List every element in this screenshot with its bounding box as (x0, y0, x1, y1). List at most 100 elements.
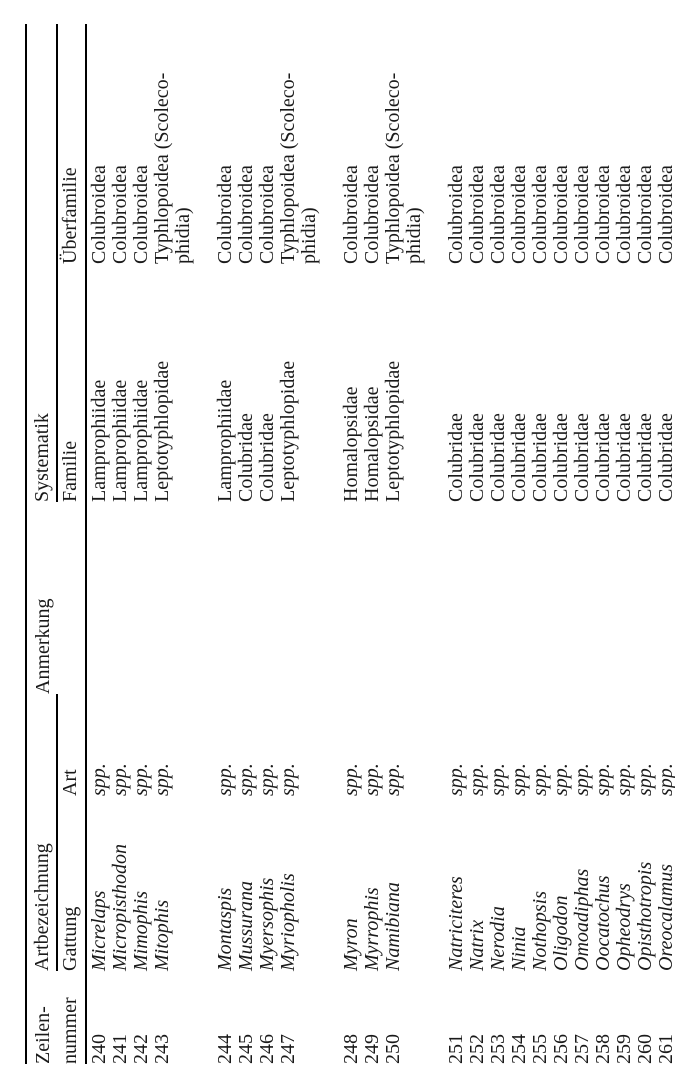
table-row: 257 Omoadiphas spp. Colubridae Colubroidea (571, 24, 593, 1064)
group-spacer-row (320, 24, 341, 1064)
superfamily-cell: Colubroidea (88, 165, 110, 264)
species-cell: spp. (613, 763, 635, 796)
superfamily-cell: Colubroidea (655, 165, 675, 264)
species-cell: spp. (235, 763, 257, 796)
remark-cell (446, 502, 467, 694)
remark-cell (614, 502, 635, 694)
group-spacer-cell (194, 24, 215, 1064)
family-cell: Colubridae (592, 413, 614, 502)
remark-cell (86, 502, 110, 694)
superfamily-cell: Colubroidea (613, 165, 635, 264)
table-row: 249 Myrrophis spp. Homalopsidae Colubroidea (361, 24, 383, 1064)
row-number-cell: 244 (214, 1034, 236, 1064)
table-row: 247 Myriopholis spp. Leptotyphlopidae Typhlo… (277, 24, 320, 1064)
table-row: 250 Namibiana spp. Leptotyphlopidae Typhlopo… (382, 24, 425, 1064)
table-row: 258 Oocatochus spp. Colubridae Colubroidea (592, 24, 614, 1064)
remark-cell (341, 502, 362, 694)
row-number-cell: 247 (277, 1034, 299, 1064)
family-cell: Colubridae (571, 413, 593, 502)
species-cell: spp. (445, 763, 467, 796)
family-cell: Colubridae (466, 413, 488, 502)
table-row: 255 Nothopsis spp. Colubridae Colubroidea (529, 24, 551, 1064)
species-cell: spp. (88, 763, 110, 796)
genus-cell: Nothopsis (529, 890, 551, 971)
family-cell: Leptotyphlopidae (151, 360, 173, 502)
genus-cell: Opheodrys (613, 883, 635, 971)
row-number-cell: 240 (88, 1034, 110, 1064)
row-number-cell: 254 (508, 1034, 530, 1064)
species-cell: spp. (277, 763, 299, 796)
genus-cell: Myersophis (256, 877, 278, 971)
row-number-cell: 258 (592, 1034, 614, 1064)
header-row-1: Zeilen- Artbezeichnung Anmerkung Systema… (26, 23, 57, 1064)
group-spacer-cell (425, 24, 446, 1064)
species-cell: spp. (487, 763, 509, 796)
row-number-cell: 241 (109, 1034, 131, 1064)
header-zeilennummer-line2: nummer (57, 971, 86, 1064)
remark-cell (131, 502, 152, 694)
remark-cell (551, 502, 572, 694)
group-spacer-row (425, 24, 446, 1064)
family-cell: Colubridae (487, 413, 509, 502)
superfamily-cell: Colubroidea (592, 165, 614, 264)
row-number-cell: 257 (571, 1034, 593, 1064)
family-cell: Lamprophiidae (88, 379, 110, 502)
row-number-cell: 253 (487, 1034, 509, 1064)
species-cell: spp. (466, 763, 488, 796)
genus-cell: Micropisthodon (109, 843, 131, 971)
row-number-cell: 252 (466, 1034, 488, 1064)
genus-cell: Nerodia (487, 906, 509, 971)
genus-cell: Oocatochus (592, 875, 614, 971)
genus-cell: Namibiana (382, 882, 404, 971)
table-header: Zeilen- Artbezeichnung Anmerkung Systema… (26, 23, 86, 1064)
header-anmerkung: Anmerkung (26, 501, 57, 694)
header-systematik: Systematik (26, 23, 57, 502)
species-cell: spp. (529, 763, 551, 796)
genus-cell: Mitophis (151, 899, 173, 971)
remark-cell (509, 502, 530, 694)
species-cell: spp. (340, 763, 362, 796)
row-number-cell: 261 (655, 1034, 675, 1064)
family-cell: Lamprophiidae (214, 379, 236, 502)
genus-cell: Omoadiphas (571, 868, 593, 971)
family-cell: Colubridae (508, 413, 530, 502)
remark-cell (656, 502, 675, 694)
superfamily-cell: Colubroidea (634, 165, 656, 264)
row-number-cell: 250 (382, 1034, 404, 1064)
family-cell: Lamprophiidae (109, 379, 131, 502)
species-cell: spp. (151, 763, 173, 796)
remark-cell (635, 502, 656, 694)
table-row: 244 Montaspis spp. Lamprophiidae Colubroidea (214, 24, 236, 1064)
superfamily-cell: Colubroidea (256, 165, 278, 264)
table-row: 260 Opisthotropis spp. Colubridae Colubroide… (634, 24, 656, 1064)
family-cell: Colubridae (256, 413, 278, 502)
table-row: 256 Oligodon spp. Colubridae Colubroidea (550, 24, 572, 1064)
table-wrapper: Zeilen- Artbezeichnung Anmerkung Systema… (25, 23, 675, 1064)
species-cell: spp. (214, 763, 236, 796)
remark-cell (530, 502, 551, 694)
remark-cell (215, 502, 236, 694)
superfamily-cell: Typhlopoidea (Scoleco- phidia) (277, 72, 320, 264)
species-cell: spp. (550, 763, 572, 796)
row-number-cell: 249 (361, 1034, 383, 1064)
family-cell: Colubridae (655, 413, 675, 502)
remark-cell (593, 502, 614, 694)
superfamily-cell: Colubroidea (361, 165, 383, 264)
family-cell: Leptotyphlopidae (382, 360, 404, 502)
species-cell: spp. (256, 763, 278, 796)
table-row: 248 Myron spp. Homalopsidae Colubroidea (340, 24, 362, 1064)
genus-cell: Myriopholis (277, 873, 299, 971)
family-cell: Leptotyphlopidae (277, 360, 299, 502)
remark-cell (152, 502, 194, 694)
row-number-cell: 245 (235, 1034, 257, 1064)
remark-cell (467, 502, 488, 694)
species-cell: spp. (634, 763, 656, 796)
genus-cell: Micrelaps (88, 890, 110, 971)
row-number-cell: 251 (445, 1034, 467, 1064)
superfamily-cell: Colubroidea (235, 165, 257, 264)
species-cell: spp. (571, 763, 593, 796)
genus-cell: Myron (340, 918, 362, 971)
table-row: 251 Natriciteres spp. Colubridae Colubroidea (445, 24, 467, 1064)
